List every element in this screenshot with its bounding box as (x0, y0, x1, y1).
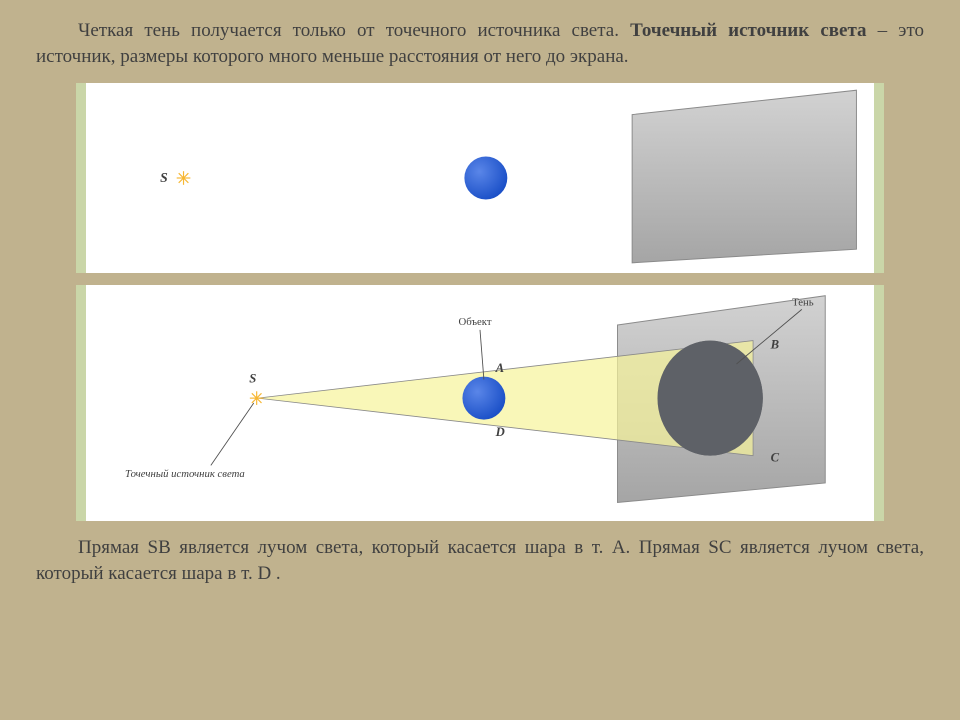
diagram-2-frame: S Точечный источник света Объект A D Тень B C (76, 285, 884, 521)
diagram-1-frame: S (76, 83, 884, 273)
svg-text:S: S (160, 170, 168, 185)
svg-text:D: D (495, 425, 505, 439)
svg-text:A: A (495, 361, 504, 375)
svg-text:B: B (770, 338, 779, 352)
diagram-2: S Точечный источник света Объект A D Тень B C (86, 285, 874, 521)
intro-text: Четкая тень получается только от точечно… (36, 18, 924, 69)
svg-text:Объект: Объект (459, 316, 492, 328)
svg-text:Тень: Тень (792, 297, 814, 309)
footer-text: Прямая SB является лучом света, который … (36, 535, 924, 586)
svg-text:Точечный источник света: Точечный источник света (125, 468, 245, 480)
svg-text:S: S (249, 372, 256, 386)
svg-text:C: C (771, 451, 780, 465)
diagram-1: S (86, 83, 874, 273)
